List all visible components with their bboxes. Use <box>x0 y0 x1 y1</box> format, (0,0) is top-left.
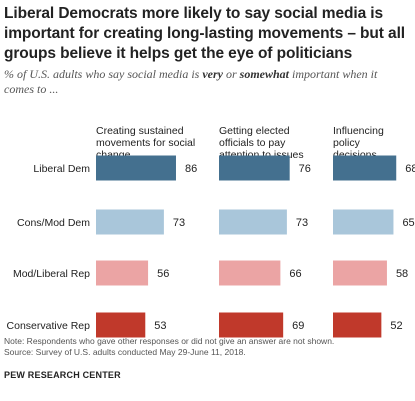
bar <box>219 260 281 286</box>
data-label: 69 <box>292 320 304 332</box>
bar <box>333 260 387 286</box>
pew-research-logo: PEW RESEARCH CENTER <box>4 370 121 380</box>
data-label: 76 <box>299 163 311 175</box>
category-label: Mod/Liberal Rep <box>13 268 90 280</box>
data-label: 66 <box>289 268 301 280</box>
category-label: Cons/Mod Dem <box>17 217 90 229</box>
chart-title: Liberal Democrats more likely to say soc… <box>4 5 405 62</box>
category-label: Liberal Dem <box>33 163 90 175</box>
panel-heading: policy <box>333 137 361 149</box>
bar <box>219 312 284 338</box>
data-label: 53 <box>154 320 166 332</box>
category-label: Conservative Rep <box>7 320 91 332</box>
data-label: 73 <box>173 217 185 229</box>
data-label: 65 <box>402 217 414 229</box>
panel-heading: Influencing <box>333 125 384 137</box>
data-label: 58 <box>396 268 408 280</box>
bar <box>96 260 149 286</box>
bar <box>96 312 146 338</box>
bar <box>96 155 176 181</box>
panel-heading: Getting elected <box>219 125 290 137</box>
panel-heading: officials to pay <box>219 137 286 149</box>
bar <box>219 155 290 181</box>
data-label: 52 <box>390 320 402 332</box>
panel-heading: movements for social <box>96 137 195 149</box>
panel-heading: Creating sustained <box>96 125 184 137</box>
bar <box>333 155 397 181</box>
subtitle-emphasis-very: very <box>202 67 223 81</box>
chart-note: Note: Respondents who gave other respons… <box>4 336 335 346</box>
chart-source: Source: Survey of U.S. adults conducted … <box>4 347 246 357</box>
subtitle-emphasis-somewhat: somewhat <box>239 67 289 81</box>
bar <box>96 209 164 235</box>
data-label: 56 <box>157 268 169 280</box>
chart-subtitle: % of U.S. adults who say social media is… <box>4 67 404 97</box>
data-label: 68 <box>405 163 415 175</box>
subtitle-part: or <box>222 67 240 81</box>
bar <box>333 209 394 235</box>
subtitle-part: % of U.S. adults who say social media is <box>4 67 203 81</box>
data-label: 86 <box>185 163 197 175</box>
bar <box>219 209 287 235</box>
data-label: 73 <box>296 217 308 229</box>
bar <box>333 312 382 338</box>
subtitle-part: important when it comes to ... <box>4 67 378 96</box>
